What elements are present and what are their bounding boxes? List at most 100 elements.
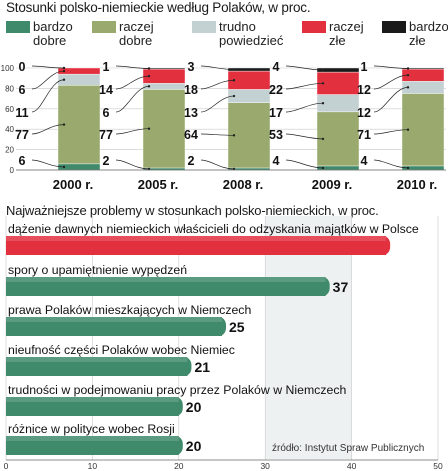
x-tick-label: 20 xyxy=(174,461,184,471)
leader-line xyxy=(115,128,150,135)
leader-line xyxy=(373,129,409,135)
bar-value-label: 0 xyxy=(19,60,26,74)
x-tick-label: 50 xyxy=(433,461,443,471)
leader-line xyxy=(285,65,324,71)
problem-bar xyxy=(6,317,222,336)
bar-value-label: 1 xyxy=(103,60,110,74)
bar-value-label: 77 xyxy=(15,128,29,142)
problem-label: dążenie dawnych niemieckich właścicieli … xyxy=(8,222,419,236)
category-label: 2005 r. xyxy=(138,177,179,192)
x-tick-label: 10 xyxy=(88,461,98,471)
bar-value-label: 2 xyxy=(188,154,195,168)
legend-swatch xyxy=(92,21,116,33)
leader-dot xyxy=(321,101,325,105)
leader-dot xyxy=(321,166,325,170)
problem-bar xyxy=(6,436,179,455)
leader-dot xyxy=(232,94,236,98)
problem-bar-cap xyxy=(177,357,192,376)
leader-dot xyxy=(147,127,151,130)
leader-line xyxy=(373,159,409,169)
leader-dot xyxy=(62,69,66,73)
leader-dot xyxy=(232,167,236,171)
bar-value-label: 4 xyxy=(273,60,280,74)
bar-segment xyxy=(57,67,101,75)
bar-value-label: 4 xyxy=(361,154,368,168)
bar-value-label: 64 xyxy=(184,128,198,142)
leader-dot xyxy=(62,123,66,126)
bar-value-label: 1 xyxy=(361,60,368,74)
bar-value-label: 12 xyxy=(357,106,371,120)
leader-dot xyxy=(406,86,410,89)
bar-value-label: 77 xyxy=(99,128,113,142)
problem-value: 37 xyxy=(333,279,349,295)
bar-value-label: 53 xyxy=(269,128,283,142)
leader-line xyxy=(200,133,235,136)
leader-line xyxy=(115,159,150,170)
legend-item: bardzo złe xyxy=(382,20,448,48)
problem-label: nieufność części Polaków wobec Niemiec xyxy=(8,343,235,357)
problem-bar-cap xyxy=(168,397,183,416)
shaded-band xyxy=(265,216,352,459)
problem-label: prawa Polaków mieszkających w Niemczech xyxy=(8,303,251,317)
problem-bar-sheen xyxy=(6,236,387,241)
problem-bar xyxy=(6,397,179,416)
legend-swatch xyxy=(6,21,30,33)
leader-dot xyxy=(321,137,325,141)
leader-line xyxy=(373,65,409,69)
category-label: 2010 r. xyxy=(397,177,438,192)
bar-value-label: 3 xyxy=(188,60,195,74)
problem-bar-cap xyxy=(168,436,183,455)
leader-line xyxy=(285,133,324,140)
legend-item: trudno powiedzieć xyxy=(192,20,283,48)
problem-bar-sheen xyxy=(6,357,188,362)
problem-bar-sheen xyxy=(6,397,179,402)
problem-bar-sheen xyxy=(6,317,222,322)
leader-line xyxy=(31,79,65,113)
leader-line xyxy=(285,102,324,113)
bar-value-label: 6 xyxy=(19,83,26,97)
bar-value-label: 17 xyxy=(269,106,283,120)
legend-label: bardzo dobre xyxy=(33,19,73,48)
bar-value-label: 6 xyxy=(19,154,26,168)
legend-label: bardzo złe xyxy=(409,19,448,48)
leader-dot xyxy=(406,128,410,131)
problem-bar-sheen xyxy=(6,436,179,441)
y-tick-label: 80 xyxy=(5,84,14,93)
chart1-title: Stosunki polsko-niemieckie według Polakó… xyxy=(6,0,311,15)
legend-swatch xyxy=(302,21,326,33)
leader-dot xyxy=(147,74,151,78)
problem-bar-cap xyxy=(315,277,330,296)
bar-value-label: 18 xyxy=(184,83,198,97)
leader-line xyxy=(31,124,65,135)
leader-dot xyxy=(62,165,66,169)
leader-line xyxy=(31,159,65,168)
leader-dot xyxy=(406,166,410,170)
legend-label: trudno powiedzieć xyxy=(219,19,284,48)
x-tick-label: 30 xyxy=(260,461,270,471)
category-label: 2000 r. xyxy=(53,177,94,192)
legend-item: bardzo dobre xyxy=(6,20,73,48)
source-note: źródło: Instytut Spraw Publicznych xyxy=(272,443,425,454)
legend-label: raczej złe xyxy=(329,19,364,48)
bar-value-label: 22 xyxy=(269,83,283,97)
category-label: 2009 r. xyxy=(312,177,353,192)
y-tick-label: 0 xyxy=(10,166,15,175)
leader-dot xyxy=(321,82,325,85)
problem-bar xyxy=(6,357,188,376)
y-tick-label: 20 xyxy=(5,146,14,155)
leader-line xyxy=(31,65,65,69)
legend-item: raczej dobre xyxy=(92,20,154,48)
leader-dot xyxy=(406,67,410,70)
leader-line xyxy=(200,95,235,113)
problem-label: różnice w polityce wobec Rosji xyxy=(8,422,175,436)
problem-bar xyxy=(6,277,326,296)
leader-dot xyxy=(62,78,66,81)
y-tick-label: 60 xyxy=(5,105,14,114)
leader-line xyxy=(200,65,235,70)
y-tick-label: 100 xyxy=(1,64,15,73)
leader-dot xyxy=(232,134,236,137)
legend-item: raczej złe xyxy=(302,20,364,48)
bar-value-label: 2 xyxy=(103,154,110,168)
problem-bar-cap xyxy=(212,317,226,336)
